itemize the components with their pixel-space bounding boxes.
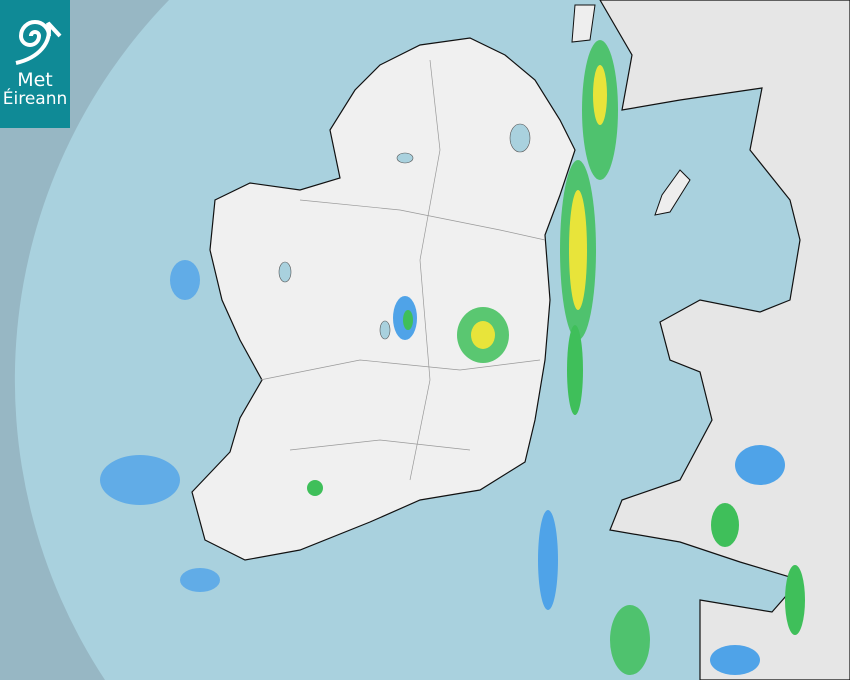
met-eireann-logo: Met Éireann <box>0 0 70 128</box>
lakes <box>278 123 531 340</box>
scotland-islands <box>571 4 596 43</box>
logo-text-eireann: Éireann <box>2 89 68 109</box>
logo-text-met: Met <box>17 69 53 91</box>
ireland-landmass <box>191 37 576 561</box>
county-borders <box>259 59 546 481</box>
isle-of-man <box>654 169 691 216</box>
britain-landmass <box>599 0 850 680</box>
spiral-logo-icon <box>15 20 62 65</box>
rain-echoes <box>100 40 805 675</box>
